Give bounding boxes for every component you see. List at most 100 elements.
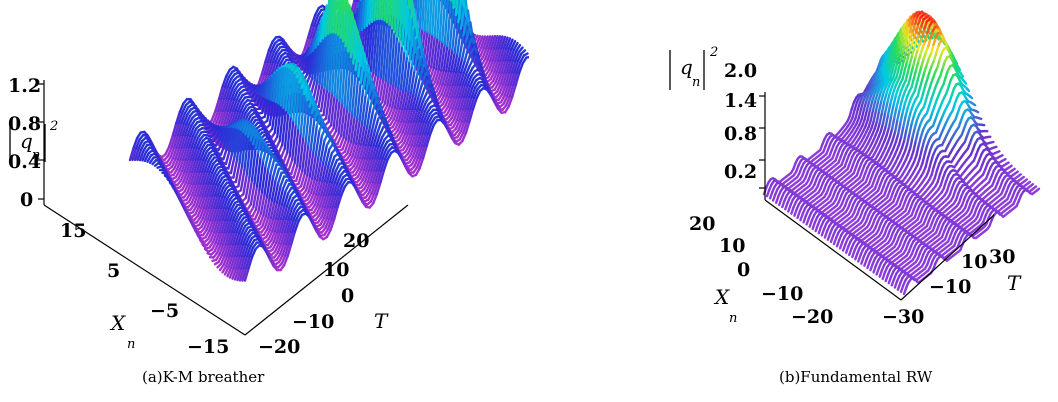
- surface-stroke: [427, 114, 434, 125]
- surface-stroke: [303, 54, 310, 74]
- surface-stroke: [482, 35, 489, 50]
- surface-stroke: [212, 194, 219, 210]
- surface-stroke: [377, 18, 384, 78]
- surface-stroke: [205, 194, 212, 210]
- surface-stroke: [231, 98, 238, 112]
- surface-stroke: [374, 134, 381, 148]
- surface-stroke: [386, 82, 393, 107]
- surface-stroke: [470, 86, 477, 99]
- surface-stroke: [243, 226, 250, 236]
- surface-stroke: [250, 247, 257, 259]
- surface-stroke: [868, 99, 874, 112]
- surface-stroke: [497, 35, 504, 50]
- surface-stroke: [492, 70, 498, 83]
- surface-stroke: [357, 193, 364, 204]
- surface-stroke: [404, 120, 410, 135]
- t-tick-a: 10: [323, 259, 349, 281]
- t-tick-a: −10: [292, 311, 334, 333]
- surface-stroke: [257, 83, 264, 95]
- surface-stroke: [317, 205, 324, 217]
- surface-stroke: [235, 91, 242, 102]
- surface-stroke: [498, 83, 505, 95]
- surface-stroke: [893, 38, 899, 49]
- surface-stroke: [418, 132, 424, 148]
- surface-stroke: [214, 206, 221, 222]
- surface-stroke: [180, 158, 187, 173]
- surface-stroke: [312, 204, 319, 214]
- surface-stroke: [312, 123, 319, 154]
- surface-stroke: [467, 37, 474, 49]
- surface-stroke: [181, 103, 188, 114]
- surface-stroke: [274, 202, 281, 221]
- surface-stroke: [330, 31, 337, 95]
- surface-stroke: [270, 178, 277, 202]
- surface-stroke: [908, 43, 913, 54]
- surface-stroke: [189, 170, 196, 185]
- surface-stroke: [296, 131, 302, 168]
- surface-stroke: [398, 131, 404, 141]
- surface-stroke: [253, 151, 260, 185]
- surface-stroke: [177, 169, 184, 181]
- surface-stroke: [174, 169, 181, 179]
- surface-stroke: [196, 147, 203, 161]
- surface-stroke: [446, 70, 453, 87]
- surface-stroke: [415, 55, 422, 77]
- surface-stroke: [323, 193, 330, 209]
- surface-stroke: [239, 232, 246, 246]
- surface-stroke: [292, 164, 299, 179]
- surface-stroke: [378, 126, 385, 137]
- surface-stroke: [440, 83, 447, 96]
- surface-stroke: [899, 111, 904, 125]
- surface-stroke: [335, 183, 341, 197]
- surface-stroke: [209, 206, 216, 222]
- surface-stroke: [471, 78, 478, 89]
- surface-stroke: [435, 38, 441, 71]
- surface-stroke: [419, 86, 426, 100]
- surface-stroke: [323, 32, 330, 89]
- surface-stroke: [373, 145, 380, 160]
- surface-stroke: [264, 197, 271, 218]
- surface-stroke: [425, 132, 432, 148]
- surface-stroke: [190, 158, 197, 174]
- surface-stroke: [391, 119, 398, 129]
- surface-stroke: [917, 52, 922, 63]
- surface-stroke: [234, 212, 241, 223]
- surface-stroke: [283, 218, 290, 234]
- surface-stroke: [355, 156, 362, 169]
- surface-stroke: [891, 86, 897, 96]
- surface-stroke: [249, 182, 256, 206]
- surface-stroke: [506, 83, 512, 98]
- surface-stroke: [197, 170, 204, 186]
- surface-stroke: [182, 134, 190, 149]
- surface-stroke: [268, 257, 275, 268]
- surface-stroke: [193, 182, 200, 197]
- surface-stroke: [200, 159, 207, 173]
- surface-stroke: [259, 81, 266, 97]
- surface-stroke: [451, 13, 457, 52]
- surface-stroke: [921, 27, 926, 39]
- surface-stroke: [326, 193, 333, 209]
- surface-stroke: [907, 109, 913, 121]
- surface-stroke: [340, 44, 347, 105]
- surface-stroke: [204, 170, 211, 185]
- surface-stroke: [218, 218, 225, 234]
- surface-stroke: [422, 91, 429, 102]
- surface-stroke: [409, 120, 415, 136]
- surface-stroke: [230, 88, 237, 101]
- surface-stroke: [908, 22, 914, 34]
- surface-stroke: [288, 119, 295, 158]
- surface-stroke: [330, 181, 336, 197]
- surface-stroke: [414, 26, 420, 62]
- surface-stroke: [240, 132, 247, 168]
- surface-stroke: [402, 55, 409, 91]
- t-tick-a: 20: [343, 230, 369, 252]
- surface-stroke: [325, 180, 331, 197]
- x-axis-label-sub-a: n: [127, 337, 135, 352]
- surface-stroke: [226, 77, 233, 89]
- surface-stroke: [217, 195, 224, 210]
- surface-stroke: [445, 83, 452, 98]
- surface-stroke: [283, 254, 289, 267]
- surface-stroke: [332, 0, 338, 34]
- surface-stroke: [221, 207, 228, 222]
- surface-stroke: [923, 63, 928, 74]
